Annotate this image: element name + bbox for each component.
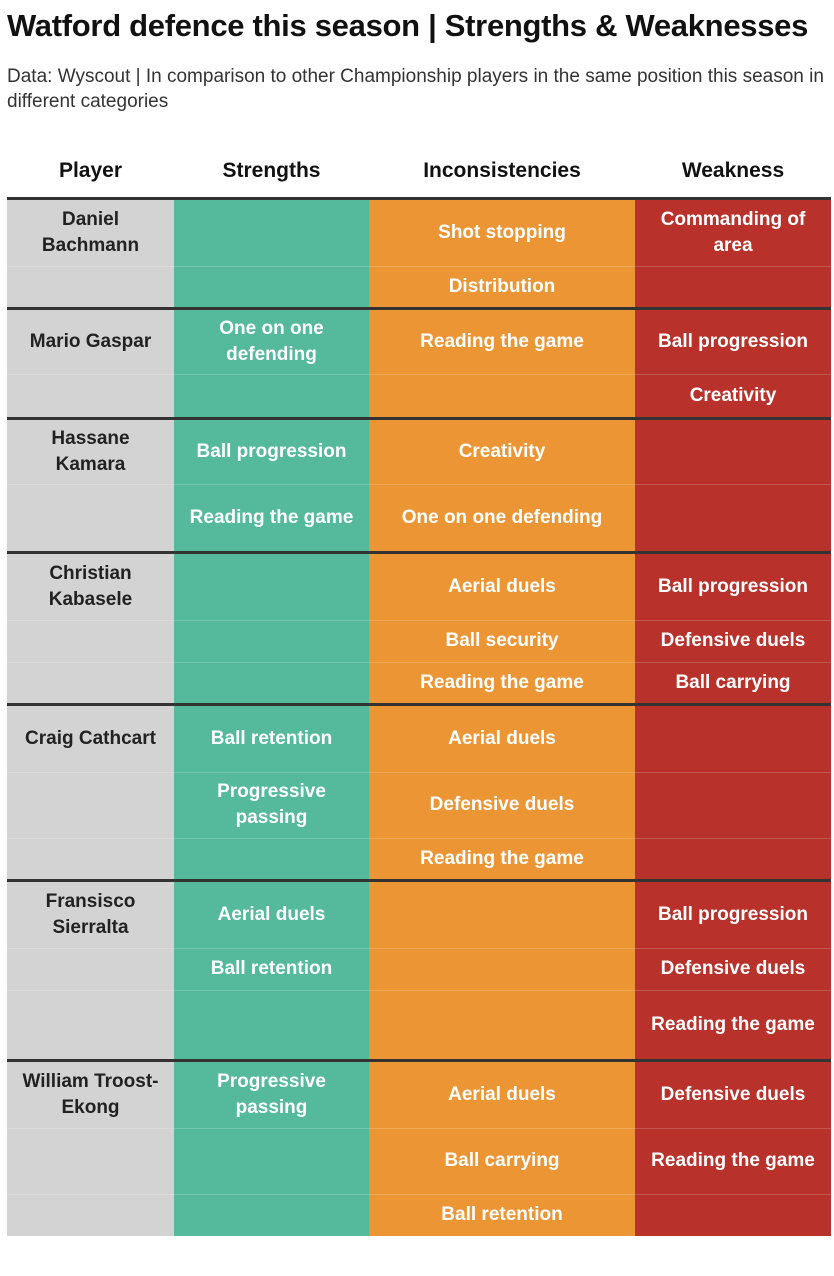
table-row: Christian Kabasele Aerial duels Ball progr… — [7, 550, 831, 620]
weakness-cell — [635, 483, 831, 552]
inconsistency-cell: Creativity — [369, 416, 635, 484]
player-name-cell — [7, 661, 174, 704]
weakness-cell — [635, 265, 831, 308]
player-name-cell — [7, 373, 174, 418]
table-row: Creativity — [7, 373, 831, 418]
header-row: Player Strengths Inconsistencies Weaknes… — [7, 146, 831, 200]
player-name-cell — [7, 1193, 174, 1236]
column-header-strengths: Strengths — [174, 146, 369, 200]
table-row: Ball retention Defensive duels — [7, 947, 831, 990]
inconsistency-cell: Reading the game — [369, 306, 635, 374]
strength-cell — [174, 619, 369, 662]
strength-cell — [174, 198, 369, 266]
inconsistency-cell: Ball carrying — [369, 1127, 635, 1194]
inconsistency-cell: Reading the game — [369, 661, 635, 704]
inconsistency-cell: One on one defending — [369, 483, 635, 552]
weakness-cell: Ball progression — [635, 550, 831, 620]
strength-cell: Aerial duels — [174, 878, 369, 948]
weakness-cell: Ball progression — [635, 878, 831, 948]
table-row: Daniel Bachmann Shot stopping Commanding o… — [7, 198, 831, 266]
table-row: Progressive passing Defensive duels — [7, 771, 831, 838]
weakness-cell: Defensive duels — [635, 619, 831, 662]
inconsistency-cell: Aerial duels — [369, 1058, 635, 1128]
inconsistency-cell — [369, 373, 635, 418]
player-name-cell: Craig Cathcart — [7, 702, 174, 772]
inconsistency-cell — [369, 989, 635, 1060]
strength-cell — [174, 1193, 369, 1236]
inconsistency-cell: Aerial duels — [369, 702, 635, 772]
column-header-inconsistencies: Inconsistencies — [369, 146, 635, 200]
weakness-cell: Reading the game — [635, 1127, 831, 1194]
table-row: Ball security Defensive duels — [7, 619, 831, 662]
weakness-cell: Creativity — [635, 373, 831, 418]
inconsistency-cell: Reading the game — [369, 837, 635, 880]
weakness-cell: Commanding of area — [635, 198, 831, 266]
inconsistency-cell — [369, 947, 635, 990]
inconsistency-cell: Distribution — [369, 265, 635, 308]
table-row: Mario Gaspar One on one defending Reading … — [7, 306, 831, 374]
strength-cell: Ball progression — [174, 416, 369, 484]
column-header-weakness: Weakness — [635, 146, 831, 200]
weakness-cell: Ball progression — [635, 306, 831, 374]
table-body: Daniel Bachmann Shot stopping Commanding o… — [7, 198, 831, 1236]
table-row: Distribution — [7, 265, 831, 308]
weakness-cell: Defensive duels — [635, 947, 831, 990]
table-row: Ball carrying Reading the game — [7, 1127, 831, 1194]
weakness-cell — [635, 416, 831, 484]
player-name-cell: Fransisco Sierralta — [7, 878, 174, 948]
player-name-cell — [7, 619, 174, 662]
weakness-cell — [635, 837, 831, 880]
weakness-cell: Reading the game — [635, 989, 831, 1060]
weakness-cell — [635, 1193, 831, 1236]
strength-cell — [174, 550, 369, 620]
player-name-cell — [7, 1127, 174, 1194]
player-name-cell: Christian Kabasele — [7, 550, 174, 620]
strength-cell: Ball retention — [174, 947, 369, 990]
player-name-cell — [7, 771, 174, 838]
strength-cell: One on one defending — [174, 306, 369, 374]
player-name-cell — [7, 265, 174, 308]
strengths-weaknesses-table: Player Strengths Inconsistencies Weaknes… — [7, 146, 831, 1236]
strength-cell — [174, 1127, 369, 1194]
chart-subtitle: Data: Wyscout | In comparison to other C… — [7, 66, 824, 112]
inconsistency-cell — [369, 878, 635, 948]
strength-cell — [174, 989, 369, 1060]
player-name-cell — [7, 483, 174, 552]
strength-cell — [174, 661, 369, 704]
weakness-cell: Ball carrying — [635, 661, 831, 704]
chart-title: Watford defence this season | Strengths … — [7, 8, 809, 43]
table-row: Craig Cathcart Ball retention Aerial duels — [7, 702, 831, 772]
strength-cell — [174, 837, 369, 880]
weakness-cell: Defensive duels — [635, 1058, 831, 1128]
strength-cell: Ball retention — [174, 702, 369, 772]
inconsistency-cell: Aerial duels — [369, 550, 635, 620]
strength-cell — [174, 265, 369, 308]
strength-cell — [174, 373, 369, 418]
inconsistency-cell: Shot stopping — [369, 198, 635, 266]
table-row: Reading the game — [7, 989, 831, 1060]
strength-cell: Progressive passing — [174, 1058, 369, 1128]
column-header-player: Player — [7, 146, 174, 200]
player-name-cell: Mario Gaspar — [7, 306, 174, 374]
inconsistency-cell: Defensive duels — [369, 771, 635, 838]
player-name-cell — [7, 837, 174, 880]
player-name-cell: Hassane Kamara — [7, 416, 174, 484]
player-name-cell — [7, 947, 174, 990]
table-row: William Troost-Ekong Progressive passing A… — [7, 1058, 831, 1128]
strength-cell: Progressive passing — [174, 771, 369, 838]
player-name-cell: Daniel Bachmann — [7, 198, 174, 266]
weakness-cell — [635, 702, 831, 772]
strength-cell: Reading the game — [174, 483, 369, 552]
table-row: Ball retention — [7, 1193, 831, 1236]
player-name-cell: William Troost-Ekong — [7, 1058, 174, 1128]
table-row: Reading the game One on one defending — [7, 483, 831, 552]
inconsistency-cell: Ball security — [369, 619, 635, 662]
table-row: Reading the game — [7, 837, 831, 880]
table-row: Hassane Kamara Ball progression Creativity — [7, 416, 831, 484]
player-name-cell — [7, 989, 174, 1060]
table-row: Fransisco Sierralta Aerial duels Ball prog… — [7, 878, 831, 948]
weakness-cell — [635, 771, 831, 838]
table-row: Reading the game Ball carrying — [7, 661, 831, 704]
inconsistency-cell: Ball retention — [369, 1193, 635, 1236]
